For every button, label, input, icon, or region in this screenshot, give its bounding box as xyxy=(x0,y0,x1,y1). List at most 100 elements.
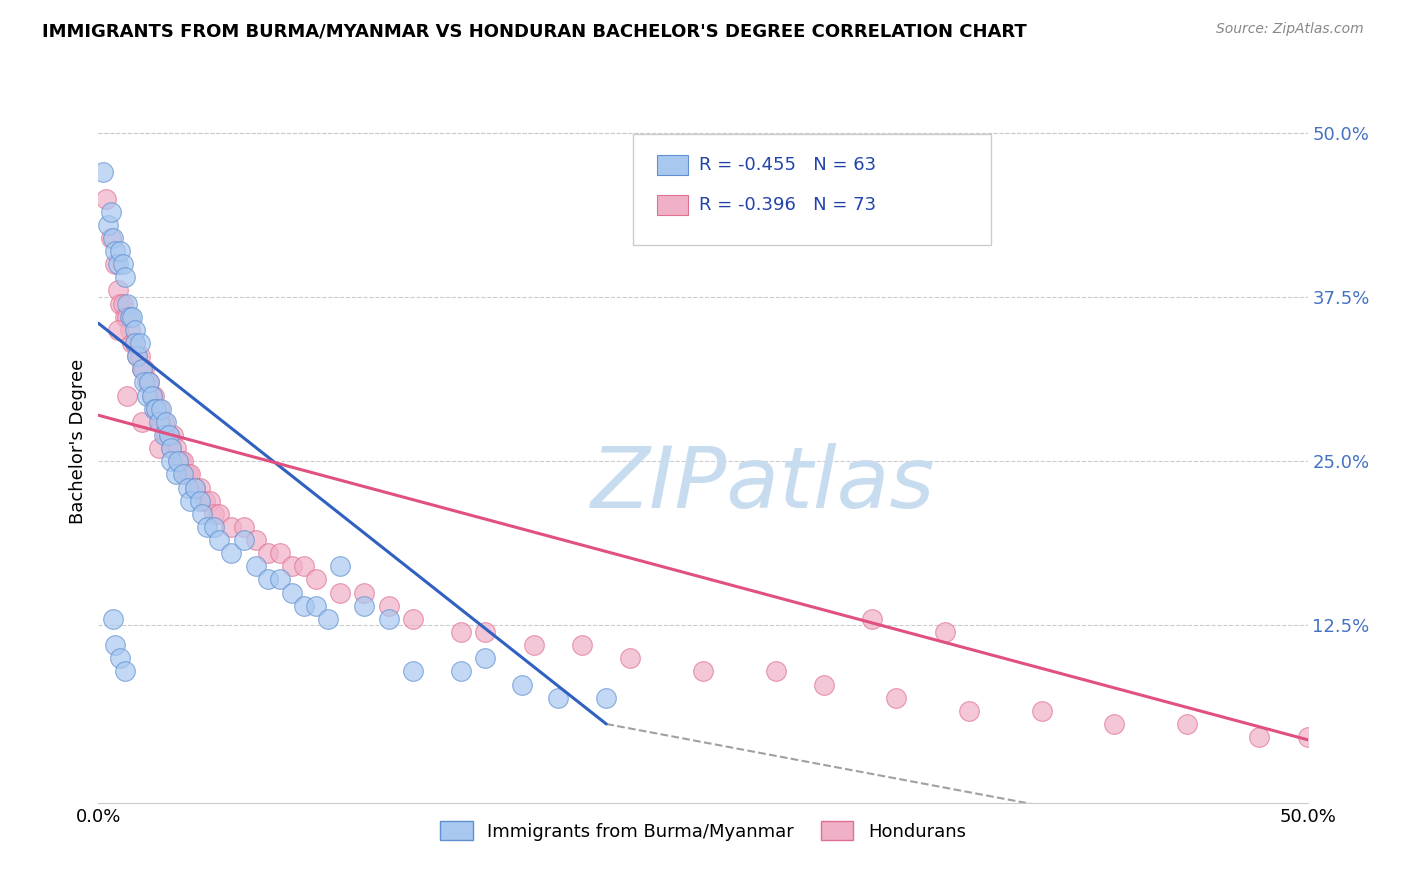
Point xyxy=(450,625,472,640)
Point xyxy=(813,677,835,691)
Point xyxy=(232,533,254,547)
Text: Source: ZipAtlas.com: Source: ZipAtlas.com xyxy=(1216,22,1364,37)
Point xyxy=(124,323,146,337)
Point xyxy=(194,493,217,508)
Point xyxy=(329,559,352,574)
Point xyxy=(269,546,291,560)
Point xyxy=(353,599,375,613)
Point xyxy=(157,428,180,442)
Point xyxy=(571,638,593,652)
Point xyxy=(281,585,304,599)
Point xyxy=(100,204,122,219)
Point xyxy=(152,428,174,442)
Point xyxy=(108,296,131,310)
Point xyxy=(595,690,617,705)
Point xyxy=(957,704,980,718)
Point xyxy=(135,388,157,402)
Point xyxy=(91,165,114,179)
Point xyxy=(104,638,127,652)
Point xyxy=(107,284,129,298)
Point xyxy=(1296,730,1319,744)
Point xyxy=(221,520,243,534)
Point xyxy=(474,625,496,640)
Point xyxy=(150,401,173,416)
Point xyxy=(143,388,166,402)
Point xyxy=(131,415,153,429)
Point xyxy=(167,454,190,468)
Point xyxy=(169,454,191,468)
Point xyxy=(402,665,425,679)
Point xyxy=(148,415,170,429)
Point xyxy=(117,388,139,402)
Point xyxy=(860,612,883,626)
Point xyxy=(128,336,150,351)
Point xyxy=(111,257,134,271)
Point xyxy=(135,376,157,390)
Point xyxy=(179,493,201,508)
Point xyxy=(162,428,184,442)
Point xyxy=(108,651,131,665)
Point xyxy=(100,231,122,245)
Point xyxy=(118,310,141,324)
Point xyxy=(127,349,149,363)
Text: R = -0.396   N = 73: R = -0.396 N = 73 xyxy=(699,196,876,214)
Point xyxy=(155,415,177,429)
Point xyxy=(316,612,339,626)
Point xyxy=(127,349,149,363)
Point xyxy=(523,638,546,652)
Point xyxy=(172,454,194,468)
Point xyxy=(353,585,375,599)
Point xyxy=(245,559,267,574)
Point xyxy=(160,454,183,468)
Point xyxy=(934,625,956,640)
Point xyxy=(191,507,214,521)
Point xyxy=(94,192,117,206)
Point xyxy=(1249,730,1271,744)
Point xyxy=(329,585,352,599)
Point xyxy=(177,481,200,495)
Point xyxy=(195,520,218,534)
Point xyxy=(134,362,156,376)
Point xyxy=(305,573,328,587)
Point xyxy=(474,651,496,665)
Point xyxy=(141,388,163,402)
Point xyxy=(160,441,183,455)
Point xyxy=(184,481,207,495)
Point xyxy=(281,559,304,574)
Point xyxy=(165,441,187,455)
Point xyxy=(108,244,131,258)
Text: ZIPatlas: ZIPatlas xyxy=(592,443,935,526)
Point xyxy=(141,388,163,402)
Point xyxy=(118,323,141,337)
Point xyxy=(184,481,207,495)
Point xyxy=(292,559,315,574)
Point xyxy=(179,467,201,482)
Legend: Immigrants from Burma/Myanmar, Hondurans: Immigrants from Burma/Myanmar, Hondurans xyxy=(433,814,973,848)
Point xyxy=(114,270,136,285)
Point xyxy=(143,401,166,416)
Point xyxy=(97,218,120,232)
Point xyxy=(148,441,170,455)
Point xyxy=(104,257,127,271)
Point xyxy=(256,573,278,587)
Point xyxy=(145,401,167,416)
Point xyxy=(204,520,226,534)
Point xyxy=(510,677,533,691)
Point xyxy=(172,467,194,482)
Point xyxy=(111,296,134,310)
Point xyxy=(232,520,254,534)
Point xyxy=(117,296,139,310)
Point xyxy=(619,651,641,665)
Point xyxy=(101,231,124,245)
Point xyxy=(138,376,160,390)
Point xyxy=(152,415,174,429)
Point xyxy=(204,507,226,521)
Point xyxy=(160,441,183,455)
Point xyxy=(198,493,221,508)
Point xyxy=(101,612,124,626)
Point xyxy=(121,336,143,351)
Point xyxy=(157,428,180,442)
Point xyxy=(138,376,160,390)
Point xyxy=(124,336,146,351)
Point xyxy=(177,467,200,482)
